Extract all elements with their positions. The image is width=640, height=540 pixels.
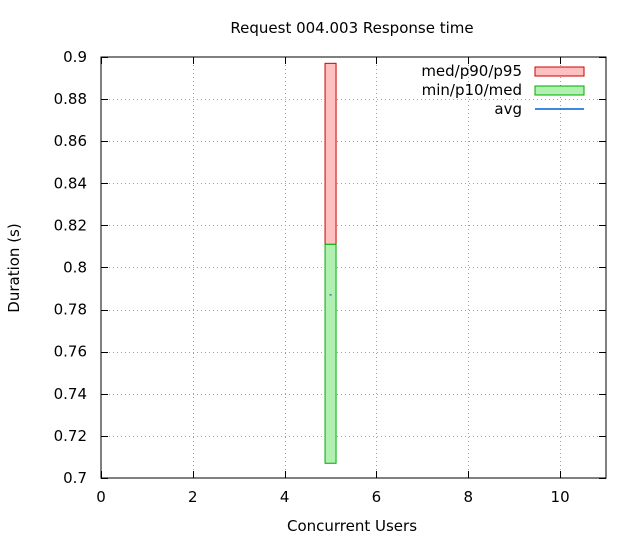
y-tick-label: 0.88 <box>54 90 87 108</box>
y-axis-label: Duration (s) <box>5 223 23 312</box>
y-tick-label: 0.76 <box>54 343 87 361</box>
x-tick-label: 0 <box>96 488 106 506</box>
y-tick-label: 0.9 <box>63 48 87 66</box>
x-tick-label: 4 <box>280 488 290 506</box>
x-tick-label: 10 <box>551 488 570 506</box>
x-tick-label: 2 <box>188 488 198 506</box>
y-tick-label: 0.86 <box>54 132 87 150</box>
legend-label: med/p90/p95 <box>421 62 522 80</box>
legend-swatch <box>534 66 585 77</box>
x-tick-label: 6 <box>372 488 382 506</box>
y-tick-label: 0.84 <box>54 174 87 192</box>
legend-swatch <box>534 85 585 96</box>
chart-title: Request 004.003 Response time <box>230 19 473 37</box>
x-tick-label: 8 <box>463 488 473 506</box>
x-axis-label: Concurrent Users <box>287 517 417 535</box>
plot-area <box>324 62 337 464</box>
y-tick-label: 0.74 <box>54 385 87 403</box>
y-tick-label: 0.72 <box>54 427 87 445</box>
legend-label: min/p10/med <box>422 81 522 99</box>
y-tick-label: 0.78 <box>54 301 87 319</box>
series-0-box <box>324 62 337 245</box>
x-axis-ticks: 0 2 4 6 8 10 <box>96 57 570 506</box>
y-axis-ticks: 0.7 0.72 0.74 0.76 0.78 0.8 0.82 0.84 0.86 0.88 0.… <box>54 48 606 487</box>
series-1-box <box>324 243 337 464</box>
grid-lines <box>101 57 606 478</box>
y-tick-label: 0.8 <box>63 259 87 277</box>
y-tick-label: 0.82 <box>54 216 87 234</box>
y-tick-label: 0.7 <box>63 469 87 487</box>
legend-label: avg <box>494 100 522 118</box>
